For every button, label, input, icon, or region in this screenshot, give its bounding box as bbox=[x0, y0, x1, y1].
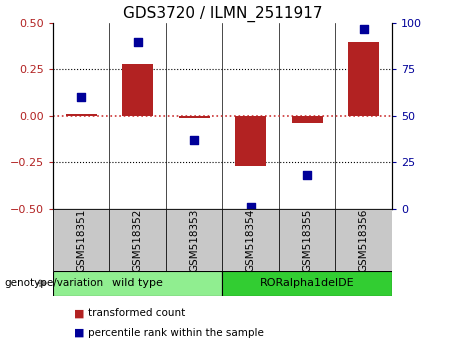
Bar bbox=[53, 271, 222, 296]
Text: genotype/variation: genotype/variation bbox=[5, 278, 104, 288]
Point bbox=[190, 137, 198, 143]
Bar bbox=[53, 209, 110, 271]
Bar bbox=[222, 209, 279, 271]
Bar bbox=[235, 116, 266, 166]
Text: RORalpha1delDE: RORalpha1delDE bbox=[260, 278, 355, 288]
Bar bbox=[110, 209, 166, 271]
Bar bbox=[348, 41, 379, 116]
Text: GSM518351: GSM518351 bbox=[76, 208, 86, 272]
Bar bbox=[122, 64, 153, 116]
Text: GSM518355: GSM518355 bbox=[302, 208, 312, 272]
Text: GSM518354: GSM518354 bbox=[246, 208, 256, 272]
Point bbox=[360, 26, 367, 32]
Bar bbox=[166, 209, 222, 271]
Text: ■: ■ bbox=[74, 328, 84, 338]
Bar bbox=[179, 116, 210, 118]
Text: percentile rank within the sample: percentile rank within the sample bbox=[88, 328, 264, 338]
Text: GSM518356: GSM518356 bbox=[359, 208, 369, 272]
Bar bbox=[66, 114, 97, 116]
Text: wild type: wild type bbox=[112, 278, 163, 288]
Point bbox=[303, 173, 311, 178]
Bar bbox=[279, 209, 336, 271]
Title: GDS3720 / ILMN_2511917: GDS3720 / ILMN_2511917 bbox=[123, 5, 322, 22]
Text: GSM518353: GSM518353 bbox=[189, 208, 199, 272]
Bar bbox=[292, 116, 323, 124]
Bar bbox=[222, 271, 392, 296]
Text: ■: ■ bbox=[74, 308, 84, 318]
Text: transformed count: transformed count bbox=[88, 308, 185, 318]
Point bbox=[134, 39, 142, 44]
Bar bbox=[336, 209, 392, 271]
Point bbox=[77, 95, 85, 100]
Text: GSM518352: GSM518352 bbox=[133, 208, 143, 272]
Point bbox=[247, 204, 254, 210]
